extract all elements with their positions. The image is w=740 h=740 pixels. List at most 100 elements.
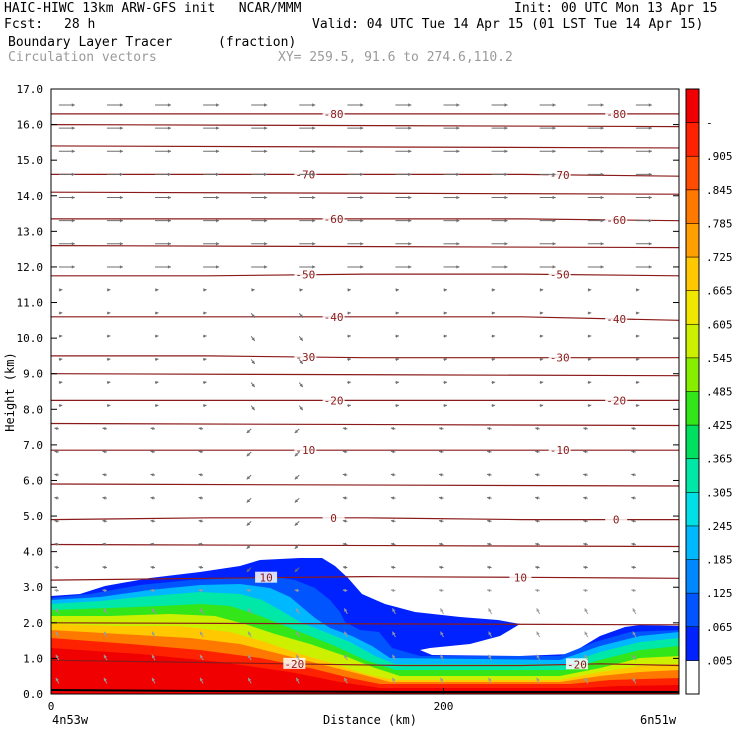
contour-label: -70 — [550, 169, 570, 182]
vector-arrowhead — [248, 608, 252, 612]
vector-arrowhead — [216, 172, 220, 177]
vector-arrowhead — [536, 654, 540, 659]
vector-arrowhead — [456, 242, 460, 246]
vector-arrowhead — [443, 380, 447, 385]
tracer-band-red — [51, 648, 679, 694]
vector-arrowhead — [102, 473, 106, 477]
vector-arrowhead — [203, 334, 207, 338]
vector-arrowhead — [631, 542, 635, 546]
vector-arrowhead — [347, 334, 351, 338]
colorbar-swatch — [686, 626, 699, 661]
vector-arrowhead — [59, 380, 63, 385]
vector-arrowhead — [251, 337, 255, 341]
vector-arrowhead — [552, 195, 556, 200]
vector-arrowhead — [119, 242, 123, 246]
vector-arrowhead — [342, 588, 347, 593]
vector-arrowhead — [539, 334, 544, 338]
vector-arrowhead — [539, 288, 544, 292]
vector-arrowhead — [583, 496, 587, 500]
vector-arrowhead — [600, 195, 604, 200]
vector-arrowhead — [264, 103, 268, 107]
vector-arrowhead — [216, 149, 220, 153]
vector-arrowhead — [632, 677, 636, 682]
vector-arrowhead — [347, 311, 351, 315]
y-tick-label: 0.0 — [23, 688, 43, 701]
colorbar-label: .545 — [706, 352, 733, 365]
y-tick-label: 17.0 — [17, 83, 44, 96]
contour-label-bg — [605, 394, 628, 406]
vector-arrowhead — [152, 677, 155, 682]
vector-arrowhead — [246, 452, 251, 457]
vector-arrowhead — [54, 519, 58, 523]
vector-arrowhead — [491, 288, 496, 292]
vector-arrowhead — [648, 172, 652, 177]
y-tick-label: 15.0 — [17, 154, 44, 167]
contour-line — [51, 575, 679, 581]
contour-line — [51, 244, 679, 249]
contour-label: -30 — [550, 352, 570, 365]
vector-arrowhead — [59, 288, 63, 292]
vector-arrowhead — [491, 380, 496, 385]
vector-arrowhead — [360, 265, 364, 269]
contour-label: -40 — [606, 313, 626, 326]
contour-label: -60 — [606, 214, 626, 227]
vector-arrowhead — [119, 103, 123, 107]
vector-arrowhead — [312, 195, 316, 200]
x-tick-label: 0 — [48, 700, 55, 713]
y-tick-label: 12.0 — [17, 261, 44, 274]
colorbar-label: .005 — [706, 654, 733, 667]
colorbar-label: .725 — [706, 251, 733, 264]
vector-arrowhead — [584, 654, 588, 659]
x-axis-label: Distance (km) — [323, 713, 417, 727]
vector-arrowhead — [102, 450, 106, 454]
vector-arrowhead — [200, 608, 203, 612]
vector-arrowhead — [552, 126, 556, 130]
vector-arrowhead — [167, 103, 171, 107]
vector-arrowhead — [248, 654, 252, 659]
x-tick-label: 200 — [434, 700, 454, 713]
vector-arrowhead — [439, 542, 443, 546]
vector-arrowhead — [583, 427, 587, 431]
vector-arrowhead — [54, 450, 58, 454]
y-tick-label: 9.0 — [23, 368, 43, 381]
vector-arrowhead — [631, 519, 635, 523]
vector-arrowhead — [456, 265, 460, 269]
terrain-line — [50, 689, 679, 693]
colorbar-swatch — [686, 89, 699, 124]
vector-arrowhead — [390, 496, 395, 500]
vector-arrowhead — [299, 406, 303, 411]
vector-arrowhead — [588, 288, 592, 292]
vector-arrowhead — [487, 496, 491, 500]
field-name: Boundary Layer Tracer — [8, 35, 173, 50]
vector-arrowhead — [71, 126, 75, 130]
vector-arrowhead — [119, 265, 123, 269]
vector-arrowhead — [71, 195, 75, 200]
vector-arrowhead — [360, 103, 364, 107]
vector-arrowhead — [167, 242, 171, 246]
valid-time: Valid: 04 UTC Tue 14 Apr 15 (01 LST Tue … — [312, 17, 704, 32]
vector-arrowhead — [536, 608, 540, 612]
vector-arrowhead — [443, 357, 447, 362]
vector-arrowhead — [632, 608, 636, 612]
colorbar-label: .365 — [706, 453, 733, 466]
vector-arrowhead — [648, 219, 652, 223]
vector-arrowhead — [296, 631, 300, 636]
y-tick-label: 7.0 — [23, 439, 43, 452]
vector-arrowhead — [631, 450, 635, 454]
vector-arrowhead — [631, 588, 635, 593]
contour-label: -40 — [324, 311, 344, 324]
vector-arrowhead — [488, 631, 492, 636]
vector-arrowhead — [439, 473, 443, 477]
vector-arrowhead — [198, 450, 202, 454]
colorbar-swatch — [686, 324, 699, 359]
vector-arrowhead — [198, 588, 202, 593]
vector-arrowhead — [55, 608, 59, 612]
vector-arrowhead — [216, 242, 220, 246]
vector-arrowhead — [264, 195, 268, 200]
vector-arrowhead — [439, 496, 443, 500]
vector-arrowhead — [491, 404, 496, 408]
vector-arrowhead — [54, 565, 58, 570]
vector-arrowhead — [347, 357, 351, 362]
vector-arrowhead — [203, 404, 207, 408]
contour-line — [51, 123, 679, 128]
